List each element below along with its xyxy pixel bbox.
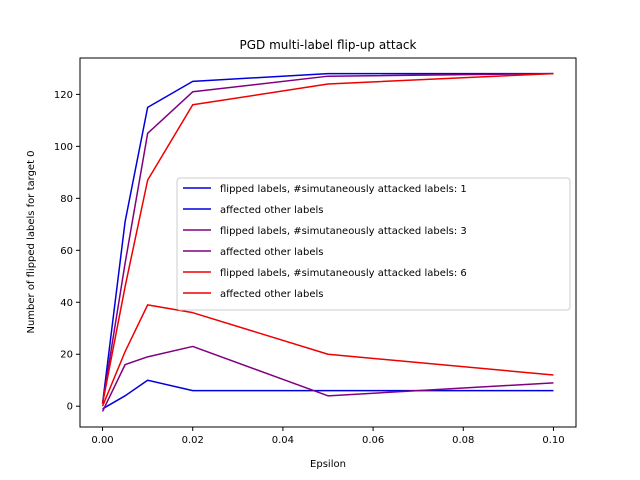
legend-label: affected other labels [220,205,323,216]
series-line-6 [101,304,554,407]
x-tick-label: 0.10 [542,435,564,446]
y-axis-label: Number of flipped labels for target 0 [26,150,37,333]
x-tick-label: 0.04 [272,435,294,446]
x-axis-label: Epsilon [310,459,346,470]
x-tick-label: 0.02 [182,435,204,446]
legend-label: affected other labels [220,247,323,258]
x-tick-label: 0.00 [91,435,113,446]
legend-box [176,177,571,311]
series-line-3 [101,72,554,404]
chart-title: PGD multi-label flip-up attack [240,38,417,52]
y-axis: 0 20 40 60 80 100 120 [54,90,80,413]
y-tick-label: 60 [60,246,73,257]
y-tick-label: 80 [60,194,73,205]
series-line-2 [102,379,554,410]
x-axis: 0.00 0.02 0.04 0.06 0.08 0.10 [91,427,565,446]
series-layer [101,72,554,412]
legend-label: affected other labels [220,289,323,300]
series-line-1 [101,72,554,404]
series-line-4 [101,345,554,412]
y-tick-label: 40 [60,298,73,309]
y-tick-label: 100 [54,142,73,153]
y-tick-label: 120 [54,90,73,101]
x-tick-label: 0.06 [362,435,384,446]
legend-label: flipped labels, #simutaneously attacked … [220,268,467,279]
x-tick-label: 0.08 [452,435,474,446]
legend: flipped labels, #simutaneously attacked … [176,177,571,311]
legend-label: flipped labels, #simutaneously attacked … [220,184,467,195]
y-tick-label: 0 [67,402,73,413]
y-tick-label: 20 [60,350,73,361]
plot-border [79,57,577,428]
series-line-5 [101,72,554,404]
legend-label: flipped labels, #simutaneously attacked … [220,226,467,237]
